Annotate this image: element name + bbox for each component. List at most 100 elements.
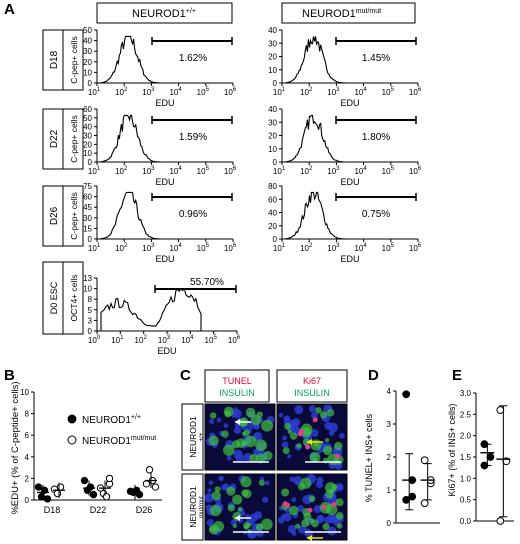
panel-b-ytick-label: 2 <box>25 474 30 483</box>
panel-b-point <box>80 476 89 485</box>
ki67-signal <box>312 417 318 423</box>
panel-d-ytick-label: 3 <box>387 420 392 429</box>
hist-d18-mut-xtick-label: 106 <box>409 87 422 97</box>
svg-text:D0 ESC: D0 ESC <box>49 281 59 314</box>
hist-d26-mut-xtick-label: 102 <box>300 243 313 253</box>
panel-e-plot: 0.0 0.5 1.0 1.5 2.0 2.5 3.0 <box>460 389 514 526</box>
panel-b-point <box>43 495 52 503</box>
hist-d26-wt-ytick-label: 60 <box>83 193 92 202</box>
arrow-head <box>307 535 312 541</box>
hist-d22-mut-xtick-label: 106 <box>409 166 422 176</box>
hist-d0-xtick-label: 105 <box>205 335 218 345</box>
insulin-signal <box>214 486 221 493</box>
hist-d26-mut-xtick-exp: 2 <box>309 243 313 249</box>
panel-d-point <box>420 499 429 508</box>
hist-d26-mut-xtick-label: 106 <box>409 243 422 253</box>
hist-d22-mut-xtick-exp: 4 <box>363 166 367 172</box>
hist-d26-wt-xtick-exp: 1 <box>97 243 101 249</box>
panel-e-ytick-label: 0.0 <box>460 517 472 526</box>
insulin-signal <box>335 498 344 507</box>
hist-d22-wt-xtick-label: 106 <box>224 166 237 176</box>
hist-d22-mut-xtick-exp: 3 <box>336 166 340 172</box>
hist-d22-mut-histogram-trace <box>285 114 348 163</box>
svg-text:NEUROD1mut/mut: NEUROD1mut/mut <box>302 8 381 20</box>
nucleus-dapi <box>294 405 304 415</box>
hist-d18-wt-ytick-label: 20 <box>83 58 92 67</box>
hist-d18-wt-xtick-exp: 5 <box>206 87 210 93</box>
hist-d22-wt-gate-percent: 1.59% <box>179 132 207 143</box>
panel-d-ytick-label: 1 <box>387 486 392 495</box>
hist-d22-mut-ytick-label: 30 <box>268 118 277 127</box>
ki67-signal <box>321 504 327 510</box>
col-header-mut-sup: mut/mut <box>356 8 381 15</box>
hist-d22-mut-xtick-label: 105 <box>382 166 395 176</box>
insulin-signal <box>255 453 266 464</box>
panel-b-point <box>86 483 95 491</box>
hist-d22-wt-xtick-label: 101 <box>88 166 101 176</box>
insulin-signal <box>249 453 259 463</box>
panel-c-header-ki67: Ki67 INSULIN <box>276 369 348 403</box>
panel-b-xtick-label: D18 <box>44 505 61 515</box>
hist-d26-mut-xtick-exp: 1 <box>282 243 286 249</box>
insulin-signal <box>334 441 343 451</box>
panel-letter-a: A <box>4 1 15 18</box>
insulin-signal <box>335 512 344 520</box>
row-label-d22: D22 C-pep+ cells <box>42 108 84 170</box>
insulin-signal <box>258 479 265 486</box>
insulin-signal <box>287 429 292 434</box>
col-header-mut-label: NEUROD1 <box>302 8 356 20</box>
svg-text:C-pep+ cells: C-pep+ cells <box>69 36 79 83</box>
hist-d18-mut-xtick-label: 102 <box>300 87 313 97</box>
hist-d18-wt-gate-percent: 1.62% <box>179 53 207 64</box>
hist-d18-wt-histogram-trace <box>100 35 163 84</box>
insulin-signal <box>297 483 306 491</box>
insulin-signal <box>255 439 267 452</box>
nucleus-dapi <box>216 417 222 423</box>
arrow-head <box>235 515 240 521</box>
legend-sup-wt: +/+ <box>131 414 141 421</box>
hist-d22-mut-ytick-label: 10 <box>268 145 277 154</box>
hist-d0-xtick-label: 103 <box>158 335 171 345</box>
insulin-signal <box>232 523 237 528</box>
hist-d0-xtick-exp: 6 <box>237 335 241 341</box>
hist-d26-wt-ytick-label: 30 <box>83 214 92 223</box>
hist-d26-mut-xtick-exp: 5 <box>391 243 395 249</box>
nucleus-dapi <box>293 475 303 485</box>
hist-d26-wt-histogram-trace <box>100 191 163 240</box>
nucleus-dapi <box>327 526 337 536</box>
hist-d18-mut-xtick-exp: 2 <box>309 87 313 93</box>
panel-e-ytick-label: 1.0 <box>460 474 472 483</box>
row-label-d18: D18 C-pep+ cells <box>42 29 84 91</box>
hist-d0-xtick-exp: 3 <box>167 335 171 341</box>
hist-d18-wt-xtick-exp: 1 <box>97 87 101 93</box>
hist-d18-wt-ytick-label: 0 <box>88 79 93 88</box>
nucleus-dapi <box>219 476 224 481</box>
insulin-signal <box>227 504 235 512</box>
insulin-signal <box>261 518 273 531</box>
panel-b-legend: NEUROD1+/+ NEUROD1mut/mut <box>67 414 156 447</box>
nucleus-dapi <box>308 405 317 413</box>
panel-d-ytick-label: 0 <box>387 519 392 528</box>
nucleus-dapi <box>262 496 269 503</box>
nucleus-dapi <box>226 455 232 461</box>
svg-text:NEUROD1: NEUROD1 <box>188 416 198 458</box>
hist-d26-mut-xtick-label: 104 <box>354 243 367 253</box>
nucleus-dapi <box>284 415 290 421</box>
hist-d26-wt-xtick-exp: 3 <box>151 243 155 249</box>
ki67-signal <box>307 507 313 513</box>
nucleus-dapi <box>311 412 318 419</box>
hist-d22-wt-xtick-exp: 2 <box>124 166 128 172</box>
hist-d26-wt-ytick-label: 75 <box>83 182 92 191</box>
hist-d26-wt-ytick-label: 15 <box>83 224 92 233</box>
panel-b-point <box>56 483 65 491</box>
insulin-signal <box>261 419 274 432</box>
hist-d18-mut-xtick-label: 103 <box>327 87 340 97</box>
hist-d0-xtick-label: 106 <box>228 335 241 345</box>
svg-text:INSULIN: INSULIN <box>219 388 255 398</box>
insulin-signal <box>301 518 310 528</box>
hist-d0-ytick-label: 3 <box>88 316 93 325</box>
insulin-signal <box>263 450 273 461</box>
panel-e-ytick-label: 3.0 <box>460 389 472 398</box>
insulin-signal <box>244 435 257 448</box>
